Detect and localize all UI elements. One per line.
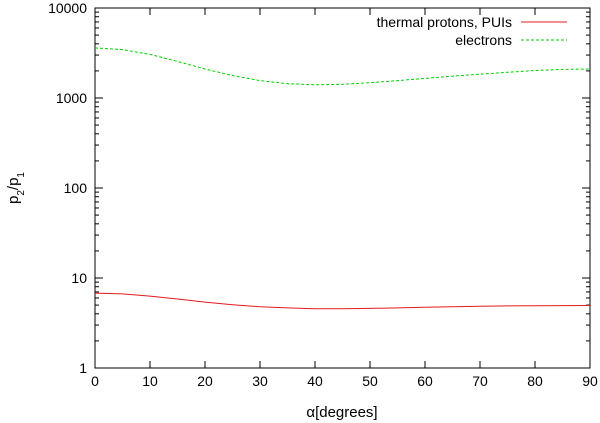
x-tick-label: 10 bbox=[142, 373, 158, 389]
x-tick-label: 30 bbox=[252, 373, 268, 389]
x-tick-label: 60 bbox=[417, 373, 433, 389]
legend-label-protons: thermal protons, PUIs bbox=[377, 14, 512, 30]
x-tick-label: 20 bbox=[197, 373, 213, 389]
x-tick-label: 90 bbox=[582, 373, 598, 389]
y-tick-label: 10 bbox=[71, 270, 87, 286]
y-tick-label: 1 bbox=[79, 360, 87, 376]
x-tick-label: 0 bbox=[91, 373, 99, 389]
legend-label-electrons: electrons bbox=[455, 32, 512, 48]
x-tick-label: 80 bbox=[527, 373, 543, 389]
x-tick-label: 70 bbox=[472, 373, 488, 389]
x-axis-label: α[degrees] bbox=[306, 404, 377, 421]
x-ticks: 0 10 20 30 40 50 60 70 80 90 bbox=[91, 8, 598, 389]
y-tick-label: 10000 bbox=[48, 0, 87, 16]
y-axis-label: p2/p1 bbox=[5, 172, 27, 204]
x-tick-label: 40 bbox=[307, 373, 323, 389]
series-line-protons bbox=[94, 292, 591, 310]
y-ticks: 1 10 100 1000 10000 bbox=[48, 0, 590, 376]
y-tick-label: 100 bbox=[64, 180, 88, 196]
x-tick-label: 50 bbox=[362, 373, 378, 389]
legend: thermal protons, PUIs electrons bbox=[377, 14, 567, 48]
series-layer bbox=[94, 47, 591, 310]
y-tick-label: 1000 bbox=[56, 90, 87, 106]
plot-frame bbox=[94, 7, 591, 369]
series-line-electrons bbox=[94, 47, 591, 86]
